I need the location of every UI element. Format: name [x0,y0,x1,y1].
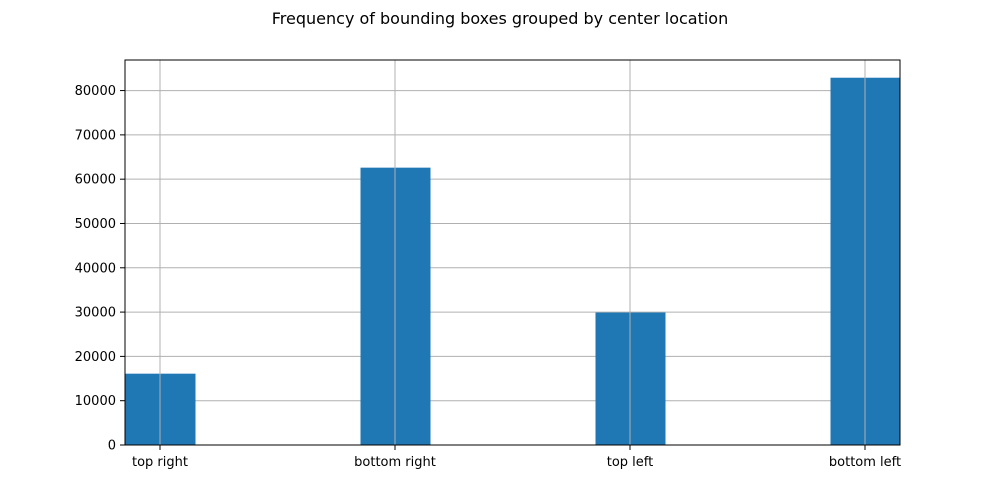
y-tick-label: 70000 [75,128,116,143]
x-axis: top right bottom right top left bottom left [132,445,901,470]
y-tick-label: 60000 [75,173,116,188]
x-tick-label: top right [132,455,188,470]
y-tick-label: 20000 [75,350,116,365]
grid-lines [125,90,900,446]
x-tick-label: bottom left [829,455,901,470]
vertical-grid-lines [159,60,866,445]
plot-frame [124,59,901,446]
y-tick-label: 0 [108,439,116,454]
x-tick-label: bottom right [354,455,436,470]
y-tick-label: 40000 [75,261,116,276]
y-tick-label: 10000 [75,394,116,409]
bars [125,77,901,445]
chart-title: Frequency of bounding boxes grouped by c… [272,9,728,28]
y-axis: 0 10000 20000 30000 40000 50000 60000 70000 8000… [75,84,125,454]
y-tick-label: 50000 [75,217,116,232]
x-tick-label: top left [607,455,654,470]
y-tick-label: 80000 [75,84,116,99]
y-tick-label: 30000 [75,306,116,321]
